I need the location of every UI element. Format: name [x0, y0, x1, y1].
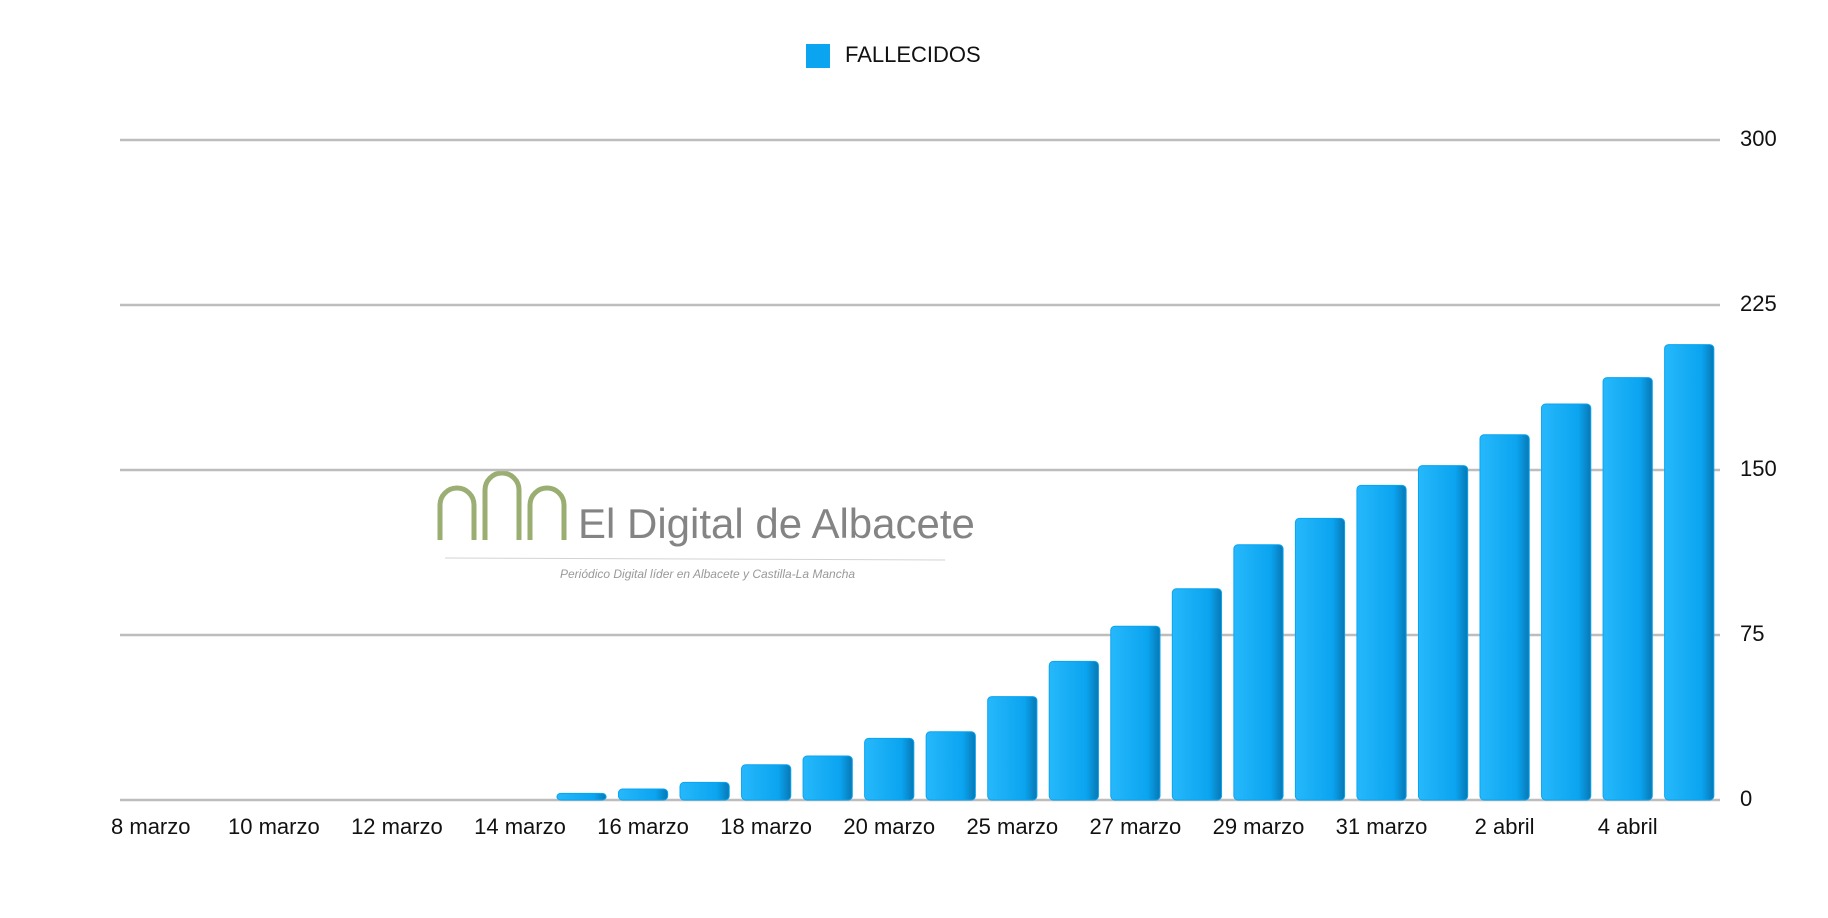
bar — [1356, 484, 1407, 801]
watermark: El Digital de Albacete Periódico Digital… — [437, 470, 975, 581]
bar — [864, 737, 915, 801]
x-tick-label: 2 abril — [1475, 814, 1535, 839]
bar — [1602, 377, 1653, 801]
x-tick-label: 14 marzo — [474, 814, 566, 839]
x-tick-label: 29 marzo — [1213, 814, 1305, 839]
legend-label: FALLECIDOS — [845, 42, 981, 67]
x-tick-label: 8 marzo — [111, 814, 190, 839]
x-tick-label: 31 marzo — [1336, 814, 1428, 839]
bar — [556, 792, 607, 801]
watermark-subtitle: Periódico Digital líder en Albacete y Ca… — [560, 567, 855, 581]
bar — [802, 755, 853, 801]
logo-arches — [437, 470, 567, 540]
bar — [1110, 625, 1161, 801]
watermark-rule — [444, 557, 946, 561]
y-tick-label: 300 — [1740, 126, 1777, 151]
bar — [1294, 517, 1346, 801]
bar — [1479, 434, 1530, 801]
bar — [1048, 660, 1099, 801]
bar — [1233, 544, 1284, 801]
x-tick-label: 10 marzo — [228, 814, 320, 839]
x-tick-label: 12 marzo — [351, 814, 443, 839]
y-tick-label: 0 — [1740, 786, 1752, 811]
x-tick-label: 27 marzo — [1090, 814, 1182, 839]
x-tick-label: 18 marzo — [720, 814, 812, 839]
bar — [741, 764, 792, 801]
bar — [1171, 588, 1223, 801]
x-tick-label: 16 marzo — [597, 814, 689, 839]
x-tick-label: 4 abril — [1598, 814, 1658, 839]
bar — [1541, 403, 1592, 801]
bar — [617, 788, 669, 801]
bar — [1664, 344, 1715, 801]
watermark-title: El Digital de Albacete — [578, 500, 975, 547]
legend-swatch — [806, 44, 830, 68]
y-tick-label: 150 — [1740, 456, 1777, 481]
y-tick-label: 75 — [1740, 621, 1764, 646]
bar — [925, 731, 976, 801]
bar — [1417, 465, 1469, 801]
y-tick-label: 225 — [1740, 291, 1777, 316]
x-tick-label: 25 marzo — [966, 814, 1058, 839]
bar — [679, 781, 730, 801]
x-tick-label: 20 marzo — [843, 814, 935, 839]
bar — [987, 696, 1038, 801]
